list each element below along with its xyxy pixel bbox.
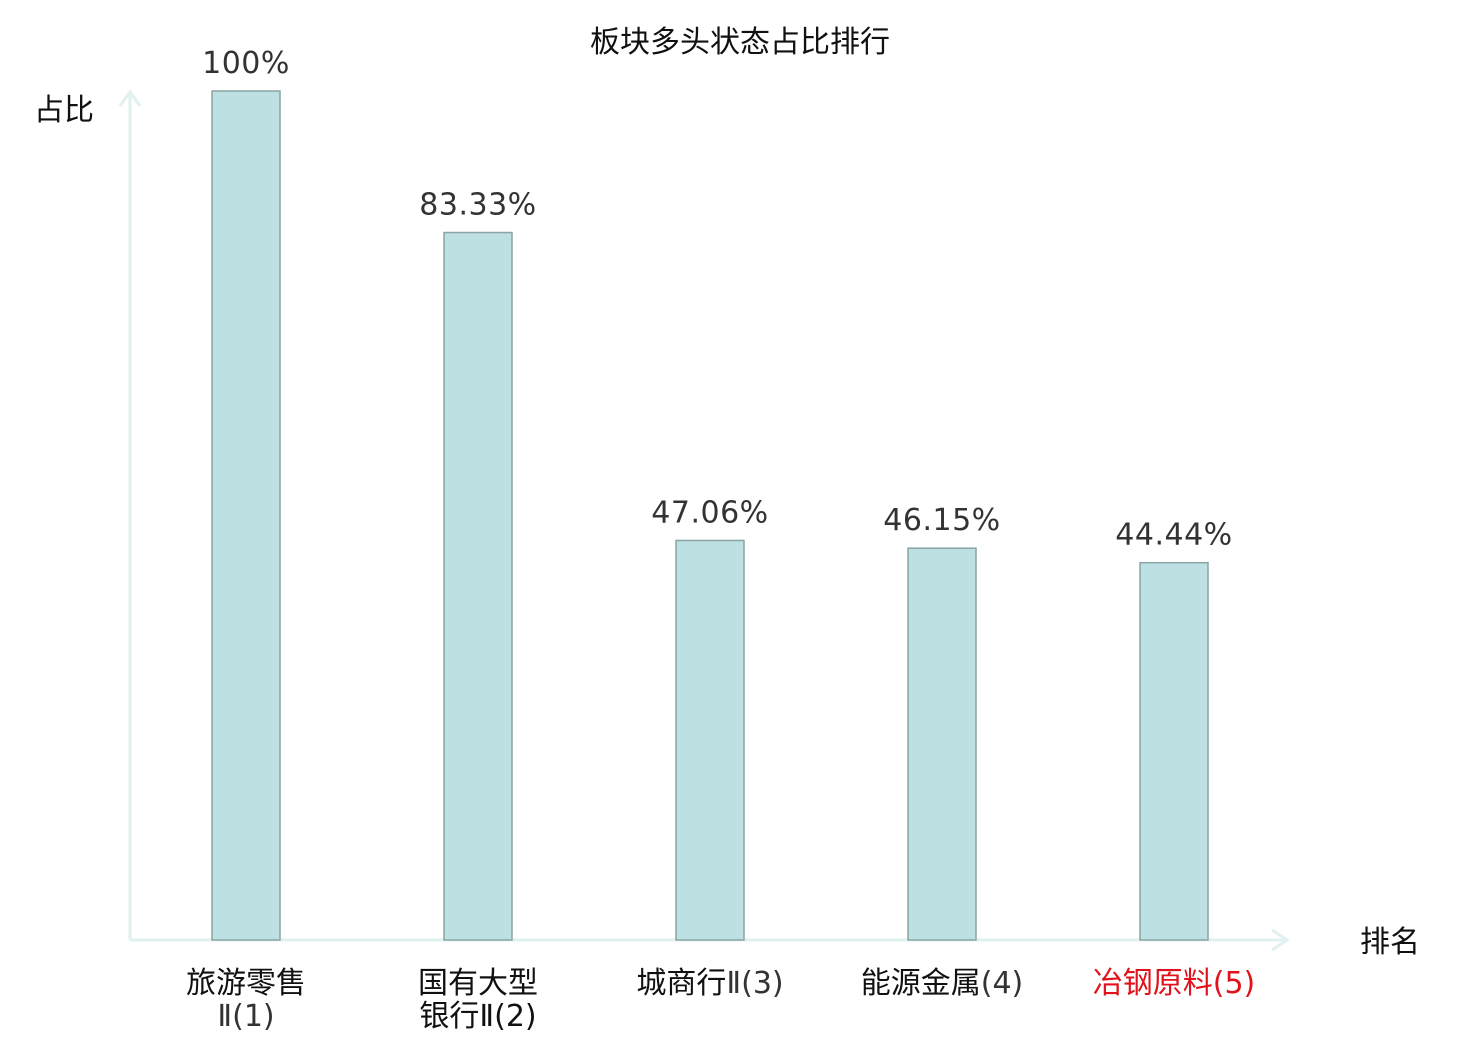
bar-5	[1139, 561, 1209, 941]
data-label-4: 46.15%	[883, 503, 1000, 538]
category-label-3: 城商行Ⅱ(3)	[636, 966, 783, 1001]
bar-3	[675, 539, 745, 941]
category-label-5-suffix: (5)	[1213, 966, 1256, 1001]
y-axis-label: 占比	[34, 93, 94, 128]
data-labels-group: 100% 83.33% 47.06% 46.15% 44.44%	[202, 46, 1232, 553]
y-axis	[118, 89, 142, 940]
category-label-2-suffix: 银行Ⅱ(2)	[419, 999, 536, 1034]
data-label-2: 83.33%	[419, 188, 536, 223]
category-label-4: 能源金属(4)	[861, 966, 1024, 1001]
bar-4	[907, 547, 977, 941]
category-label-1-name: 旅游零售	[186, 966, 306, 1001]
category-label-5: 冶钢原料(5)	[1093, 966, 1256, 1001]
category-label-3-suffix: Ⅱ(3)	[726, 966, 783, 1001]
category-label-4-suffix: (4)	[981, 966, 1024, 1001]
bars-group	[211, 90, 1209, 941]
data-label-1: 100%	[202, 46, 290, 81]
bar-2	[443, 231, 513, 941]
data-label-5: 44.44%	[1115, 518, 1232, 553]
data-label-3: 47.06%	[651, 495, 768, 530]
chart-title: 板块多头状态占比排行	[590, 25, 890, 60]
category-label-3-name: 城商行	[636, 966, 726, 1001]
y-axis-arrow	[118, 89, 142, 107]
bar-1	[211, 90, 281, 941]
x-axis-arrow	[1271, 928, 1290, 952]
category-label-4-name: 能源金属	[861, 966, 981, 1001]
x-axis-label: 排名	[1360, 925, 1420, 960]
category-label-1-suffix: Ⅱ(1)	[217, 999, 274, 1034]
category-label-5-name: 冶钢原料	[1093, 966, 1213, 1001]
category-label-2-name: 国有大型	[418, 966, 538, 1001]
